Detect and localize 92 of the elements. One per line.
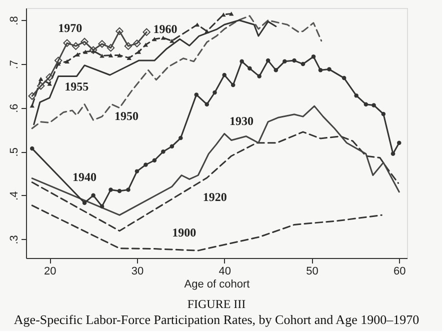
point xyxy=(46,73,54,82)
point xyxy=(292,58,296,63)
point xyxy=(178,136,183,140)
point xyxy=(64,59,70,64)
y-tick-label: .6 xyxy=(8,104,20,113)
point xyxy=(222,72,226,78)
point xyxy=(152,37,157,42)
point xyxy=(126,188,130,192)
series-label: 1950 xyxy=(114,108,138,123)
point xyxy=(47,82,52,86)
point xyxy=(80,38,88,46)
y-tick-label: .8 xyxy=(8,16,20,26)
point xyxy=(134,169,140,174)
y-tick-label: .3 xyxy=(8,235,20,244)
point xyxy=(381,112,386,116)
point xyxy=(91,193,96,198)
point xyxy=(82,200,87,205)
point xyxy=(257,74,262,78)
x-tick-label: 30 xyxy=(131,266,144,278)
point xyxy=(89,46,98,54)
point xyxy=(342,76,346,80)
point xyxy=(100,54,104,58)
point xyxy=(194,92,199,97)
point xyxy=(108,53,114,58)
point xyxy=(63,39,71,47)
point xyxy=(266,58,270,63)
x-tick-label: 60 xyxy=(394,266,406,278)
line-series xyxy=(31,105,400,216)
point xyxy=(117,188,122,194)
point xyxy=(30,146,34,151)
point xyxy=(75,52,80,56)
point xyxy=(83,50,88,54)
point xyxy=(152,158,157,162)
point xyxy=(116,27,124,36)
text: Age-Specific Labor-Force Participation Rates, by Cohort and Age 1900–1970 xyxy=(14,312,420,327)
series-label: 1955 xyxy=(64,79,89,94)
point xyxy=(38,76,44,81)
x-tick-label: 40 xyxy=(218,266,231,278)
y-tick-label: .7 xyxy=(8,60,20,70)
point xyxy=(124,42,132,50)
point xyxy=(354,93,358,98)
point xyxy=(161,149,166,154)
point xyxy=(160,36,166,40)
point xyxy=(54,56,62,64)
text: FIGURE III xyxy=(187,297,246,311)
point xyxy=(30,104,34,108)
line-series xyxy=(31,15,322,130)
point xyxy=(28,92,36,100)
series-label: 1940 xyxy=(72,170,97,184)
point xyxy=(221,12,226,17)
point xyxy=(274,68,278,72)
y-tick-label: .4 xyxy=(8,191,20,200)
point xyxy=(108,188,113,192)
point xyxy=(397,140,402,145)
point xyxy=(248,66,252,71)
x-tick-label: 20 xyxy=(44,266,56,278)
x-tick-label: 50 xyxy=(306,266,318,278)
point xyxy=(282,59,287,64)
series-label: 1930 xyxy=(229,114,254,128)
point xyxy=(136,50,142,54)
line-series xyxy=(31,204,382,252)
point xyxy=(390,152,396,156)
series-label: 1920 xyxy=(202,190,227,204)
point xyxy=(106,44,115,52)
series-label: 1900 xyxy=(172,226,196,240)
point xyxy=(194,22,200,27)
point xyxy=(372,103,376,108)
point xyxy=(126,56,132,60)
point xyxy=(72,42,80,50)
point xyxy=(204,102,210,106)
point xyxy=(230,82,236,88)
point xyxy=(240,59,244,64)
point xyxy=(318,68,323,72)
point xyxy=(142,28,150,36)
point xyxy=(212,90,217,95)
x-axis-title: Age of cohort xyxy=(184,278,250,290)
point xyxy=(170,144,174,148)
point xyxy=(144,162,148,167)
point xyxy=(327,67,332,72)
point xyxy=(364,102,368,106)
point xyxy=(300,62,306,66)
point xyxy=(133,40,141,48)
series-label: 1960 xyxy=(153,22,178,36)
point xyxy=(311,54,316,59)
y-tick-label: .5 xyxy=(8,148,20,157)
point xyxy=(170,38,174,43)
point xyxy=(143,42,148,47)
point xyxy=(117,53,122,58)
point xyxy=(98,40,106,48)
series-label: 1970 xyxy=(58,21,82,36)
point xyxy=(100,204,104,208)
point xyxy=(37,82,45,90)
